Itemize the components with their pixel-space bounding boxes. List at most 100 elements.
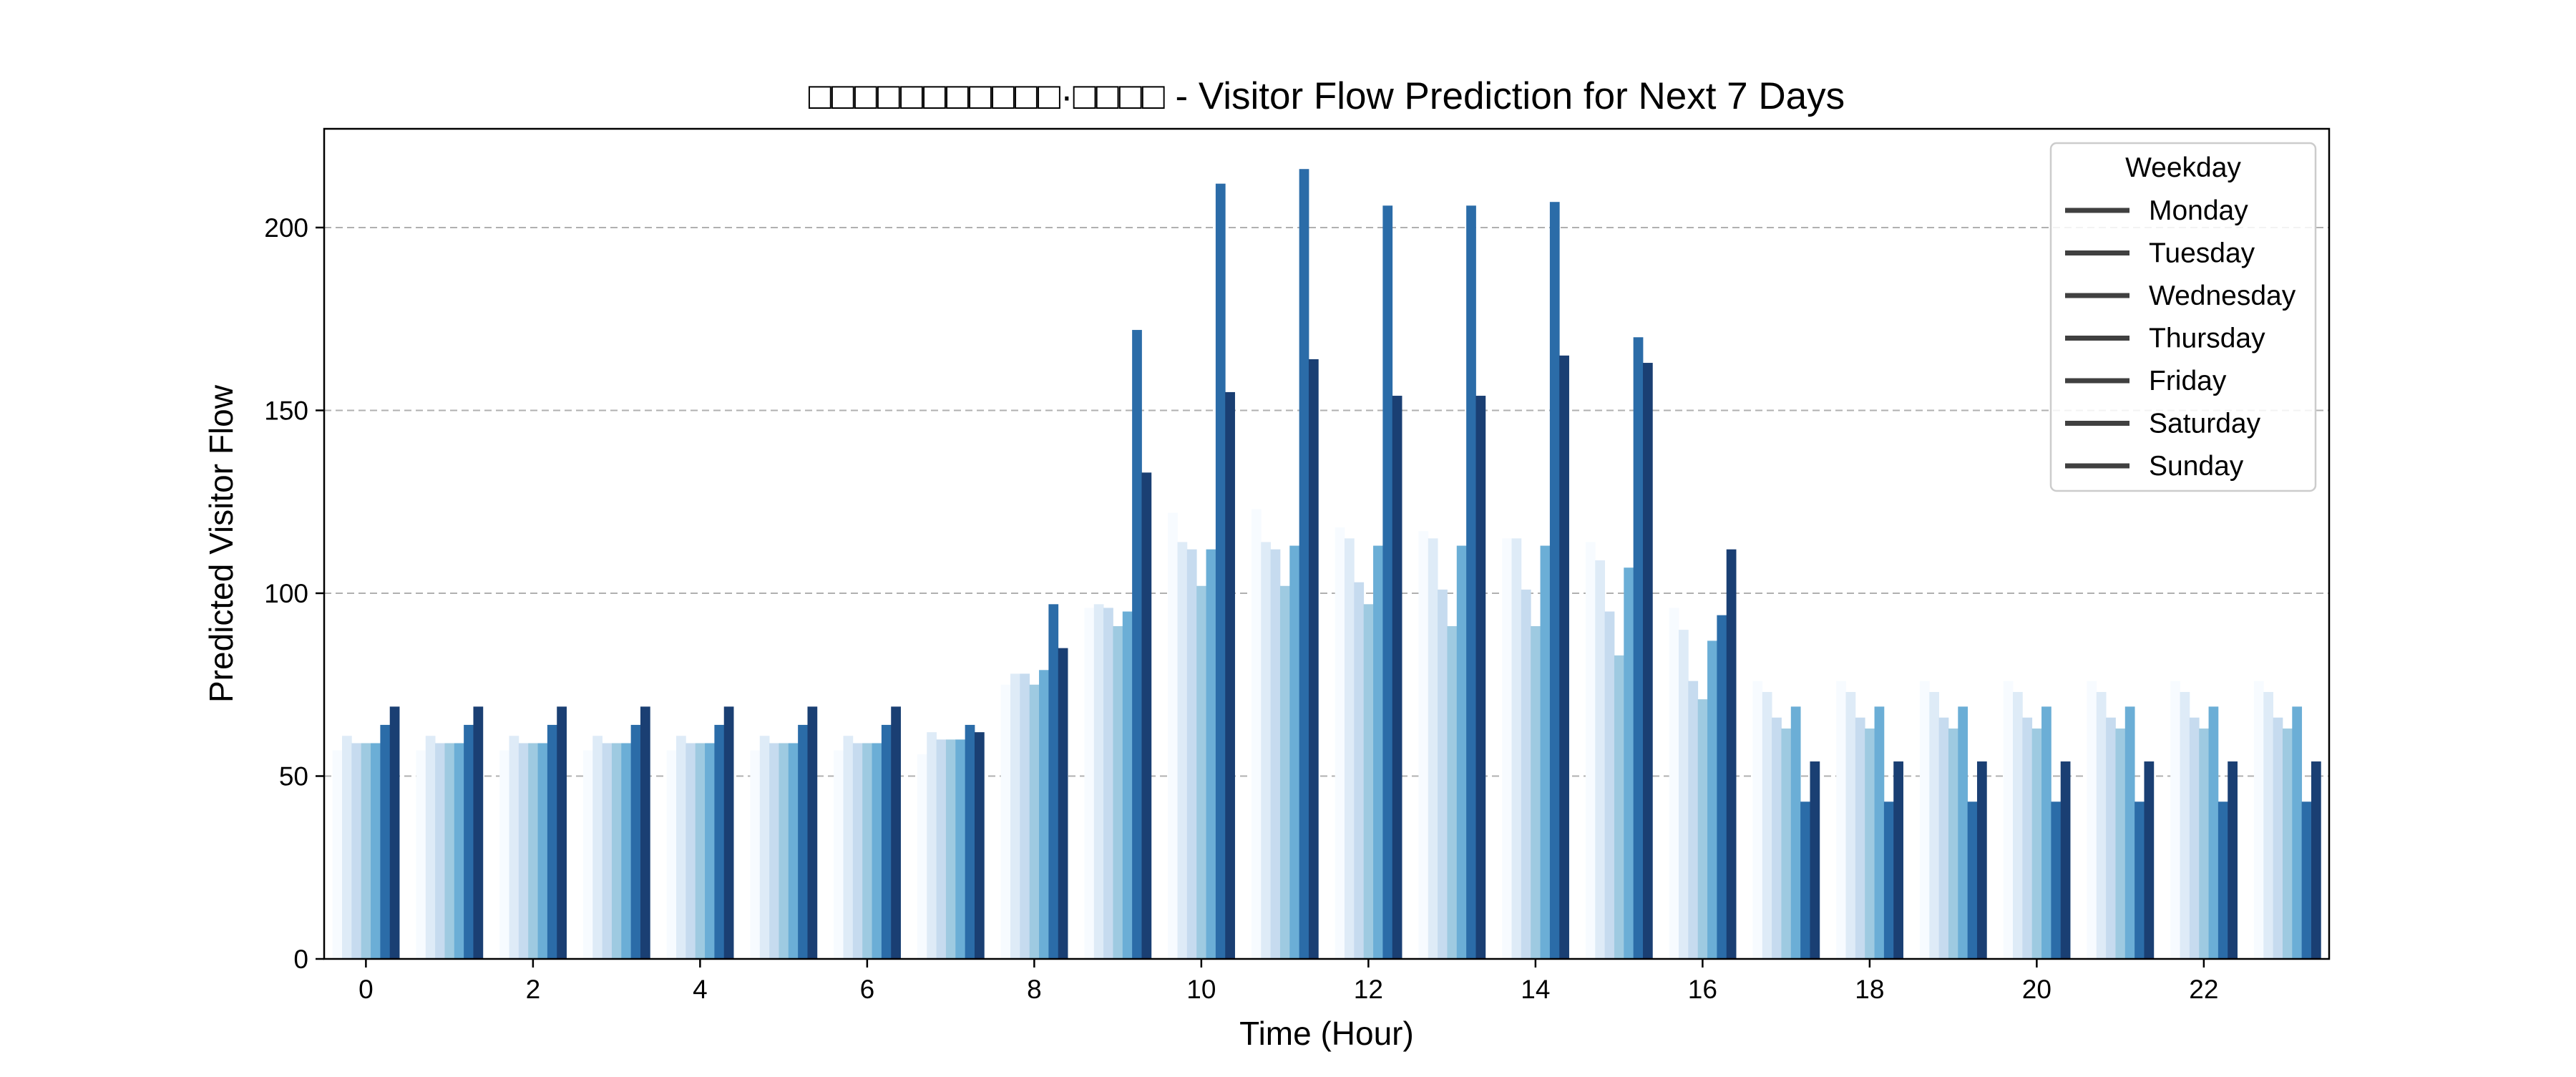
x-tick-label: 10 [1186, 975, 1216, 1004]
bar [862, 743, 872, 959]
bar [1058, 648, 1068, 959]
bar [1428, 538, 1438, 959]
bar [1669, 608, 1679, 959]
x-tick-label: 6 [860, 975, 875, 1004]
bar [779, 743, 789, 959]
bar [602, 743, 613, 959]
bar [666, 750, 677, 959]
bar [2051, 801, 2062, 959]
bar [444, 743, 455, 959]
bar [750, 750, 761, 959]
bar [342, 736, 352, 959]
bar [723, 706, 734, 959]
x-tick-label: 16 [1688, 975, 1717, 1004]
x-tick-label: 14 [1521, 975, 1550, 1004]
bar [630, 724, 641, 959]
bar [2106, 717, 2116, 959]
bar [788, 743, 799, 959]
bar [2199, 728, 2209, 959]
bar [917, 754, 927, 959]
plot-frame [323, 127, 2331, 960]
bar [1679, 630, 1689, 959]
bar [2003, 681, 2014, 959]
bar-layer [332, 169, 2321, 960]
bar [2013, 691, 2023, 959]
bar [1976, 761, 1987, 959]
bar [881, 724, 892, 959]
bar [2170, 681, 2180, 959]
legend-entries: Monday Tuesday Wednesday Thursday Friday Satu… [2065, 195, 2296, 482]
bar [1438, 589, 1448, 959]
bar [705, 743, 715, 959]
x-tick-label: 4 [693, 975, 708, 1004]
bar [1279, 585, 1290, 959]
bar [1270, 549, 1281, 959]
grid-layer [324, 226, 2329, 777]
bar [1967, 801, 1978, 959]
bar [621, 743, 632, 959]
bar [2180, 691, 2190, 959]
bar [1540, 545, 1551, 959]
bar [611, 743, 622, 959]
bar [945, 739, 956, 959]
bar [464, 724, 474, 959]
bar [1781, 728, 1792, 959]
bar [2124, 706, 2135, 959]
bar [1531, 625, 1541, 959]
x-tick-label: 8 [1027, 975, 1042, 1004]
x-tick-label: 18 [1855, 975, 1884, 1004]
tick-layer: 0 50 100 150 200 0 2 4 6 8 10 12 14 16 18 20 22 [264, 213, 2218, 1004]
bar [834, 750, 844, 959]
bar [974, 732, 985, 959]
bar [1521, 589, 1531, 959]
bar [380, 724, 391, 959]
bar [351, 743, 362, 959]
bar [1251, 509, 1262, 959]
bar [1196, 585, 1206, 959]
bar [1707, 640, 1717, 959]
y-axis-label: Predicted Visitor Flow [203, 384, 240, 703]
bar [2263, 691, 2274, 959]
bar [2273, 717, 2283, 959]
bar [2115, 728, 2126, 959]
bar [1186, 549, 1197, 959]
bar [1726, 549, 1737, 959]
legend-entry-label: Tuesday [2149, 238, 2255, 269]
bar [1688, 681, 1699, 959]
bar [1029, 684, 1040, 959]
bar [528, 743, 538, 959]
bar [1559, 355, 1569, 959]
chart-title: □□□□□□□□□□□·□□□□ - Visitor Flow Predicti… [809, 75, 1845, 117]
bar [1308, 359, 1319, 959]
bar [1502, 538, 1512, 959]
bar [1752, 681, 1763, 959]
bar [1010, 673, 1020, 959]
bar [1883, 801, 1894, 959]
bar [769, 743, 779, 959]
bar [518, 743, 529, 959]
bar [371, 743, 381, 959]
bar [499, 750, 509, 959]
bar [1865, 728, 1875, 959]
bar [1475, 396, 1486, 959]
bar [1762, 691, 1772, 959]
bar [2087, 681, 2097, 959]
bar [927, 732, 937, 959]
y-tick-label: 150 [264, 396, 308, 425]
bar [1855, 717, 1865, 959]
legend-box [2049, 142, 2317, 492]
bar [1717, 615, 1727, 959]
bar [1113, 625, 1123, 959]
bar [1418, 531, 1429, 959]
bar [1800, 801, 1810, 959]
bar [2022, 717, 2033, 959]
bar [1363, 604, 1374, 959]
bar [1874, 706, 1885, 959]
bar [2282, 728, 2293, 959]
x-tick-label: 22 [2189, 975, 2218, 1004]
bar [2218, 801, 2228, 959]
bar [1604, 611, 1615, 959]
bar [1466, 205, 1476, 960]
